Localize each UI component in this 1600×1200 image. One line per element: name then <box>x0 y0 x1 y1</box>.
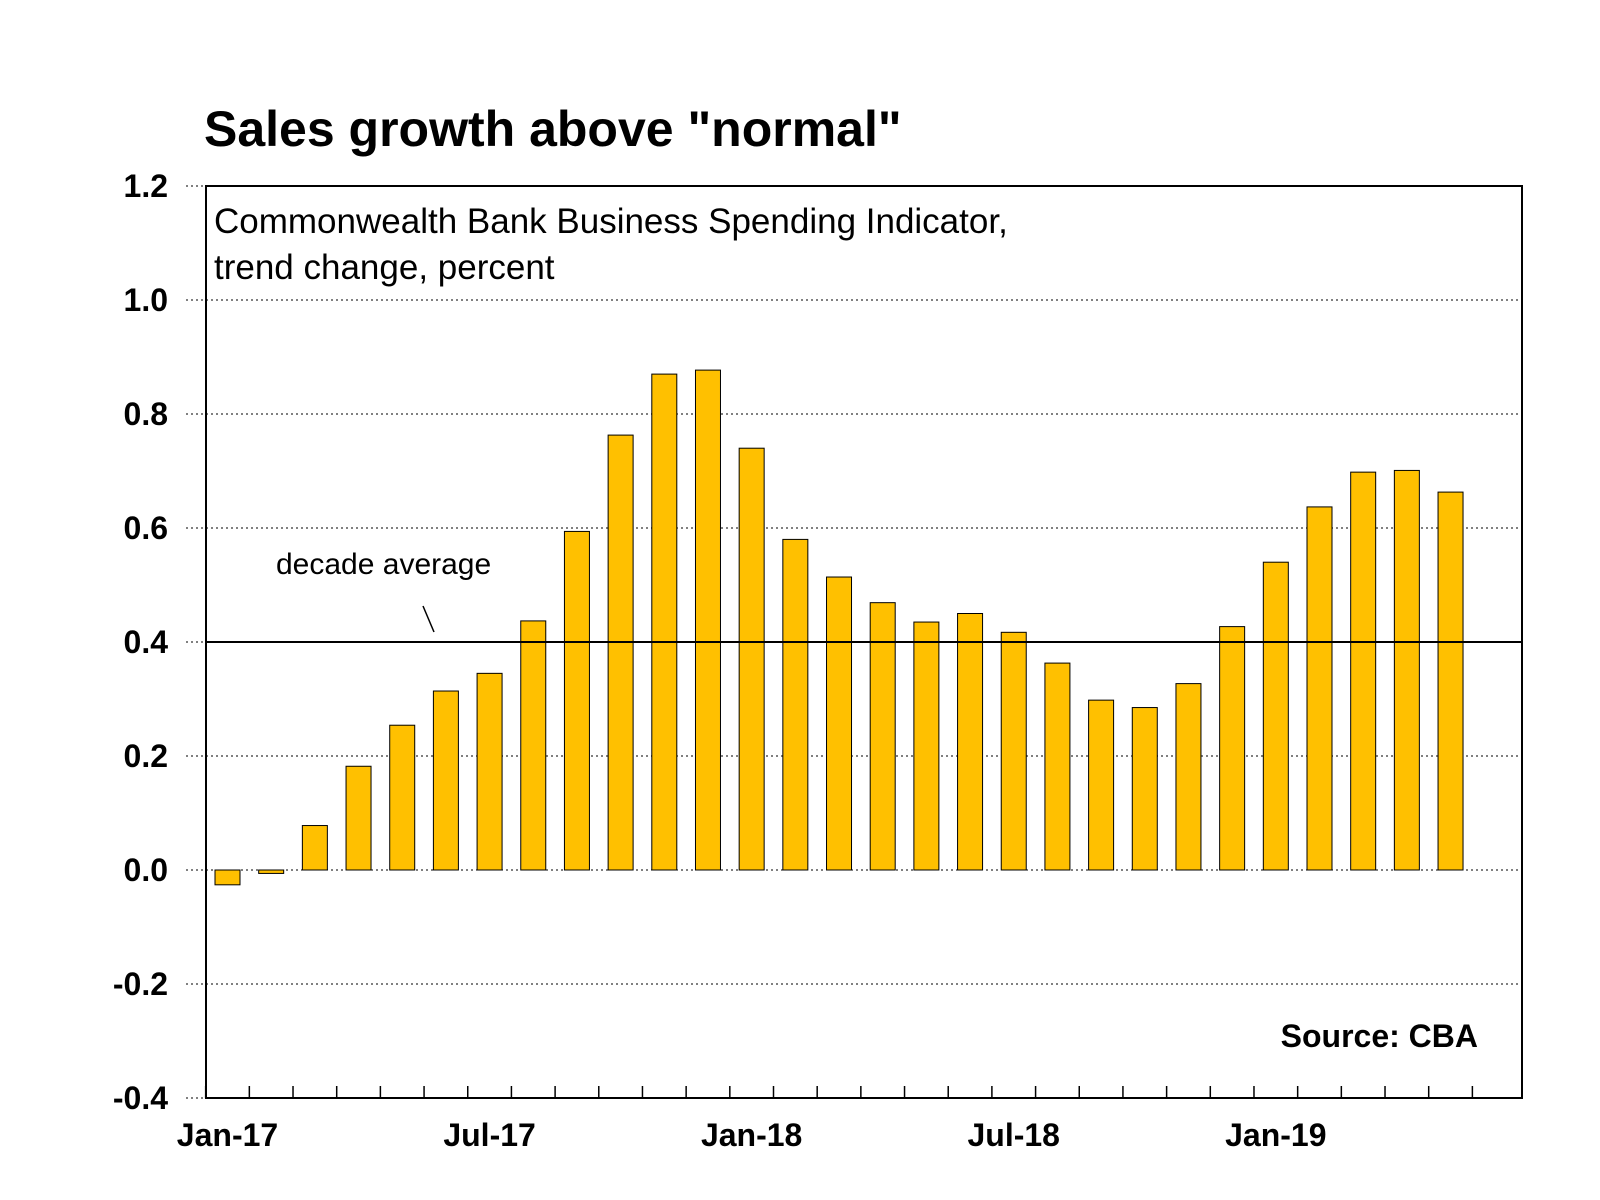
bar <box>1131 707 1158 871</box>
x-axis-ticks <box>204 1086 1474 1098</box>
bar <box>1262 561 1289 871</box>
x-tick-label: Jan-17 <box>177 1117 278 1153</box>
bar <box>1306 506 1333 871</box>
bar <box>1393 469 1420 871</box>
y-tick-label: -0.2 <box>113 966 168 1002</box>
bar <box>345 765 372 871</box>
x-tick-label: Jan-19 <box>1225 1117 1326 1153</box>
bar <box>651 373 678 871</box>
y-tick-label: -0.4 <box>113 1080 168 1116</box>
bar <box>869 602 896 871</box>
chart-title: Sales growth above "normal" <box>204 101 902 157</box>
bar <box>1350 471 1377 871</box>
annotation-pointer <box>422 605 435 633</box>
bar <box>1175 683 1202 871</box>
bar <box>476 672 503 871</box>
y-tick-label: 0.0 <box>124 852 168 888</box>
source-note: Source: CBA <box>1281 1018 1478 1054</box>
bar <box>432 690 459 871</box>
chart-subtitle-line-1: Commonwealth Bank Business Spending Indi… <box>214 202 1008 241</box>
x-tick-label: Jul-17 <box>443 1117 535 1153</box>
y-tick-label: 0.2 <box>124 738 168 774</box>
bar <box>913 621 940 871</box>
decade-average-label: decade average <box>276 548 491 581</box>
bar <box>1088 699 1115 871</box>
bar <box>520 620 547 871</box>
bar <box>694 369 721 871</box>
bar <box>957 613 984 871</box>
bar <box>1000 631 1027 871</box>
bar <box>607 434 634 871</box>
bar <box>1044 662 1071 871</box>
bar <box>563 530 590 871</box>
bars <box>214 369 1464 886</box>
x-tick-label: Jul-18 <box>967 1117 1059 1153</box>
bar <box>301 825 328 871</box>
y-tick-label: 1.0 <box>124 282 168 318</box>
y-tick-label: 0.4 <box>124 624 169 660</box>
bar <box>389 724 416 871</box>
chart-subtitle-line-2: trend change, percent <box>214 248 555 287</box>
bar <box>258 869 285 874</box>
x-tick-label: Jan-18 <box>701 1117 802 1153</box>
y-tick-label: 1.2 <box>124 168 168 204</box>
bar <box>826 576 853 871</box>
y-tick-label: 0.6 <box>124 510 168 546</box>
bar <box>1219 626 1246 871</box>
plot-area <box>205 185 1523 1099</box>
bar <box>214 869 241 886</box>
bar <box>782 538 809 871</box>
bar <box>1437 491 1464 871</box>
y-axis-ticks <box>186 185 206 1099</box>
bar <box>738 447 765 871</box>
y-tick-label: 0.8 <box>124 396 168 432</box>
